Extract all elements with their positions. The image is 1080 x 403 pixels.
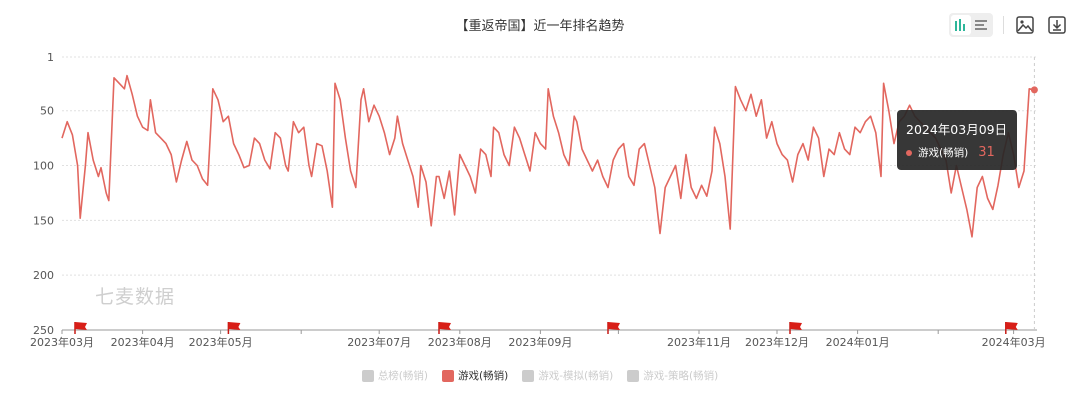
event-flags — [74, 322, 1018, 334]
legend-swatch — [627, 369, 640, 382]
watermark: 七麦数据 — [95, 286, 176, 308]
series-line-game-grossing — [61, 74, 1035, 238]
x-tick-label: 2023年07月 — [347, 335, 411, 349]
legend-label: 总榜(畅销) — [377, 370, 429, 382]
tooltip-row: 游戏(畅销) 31 — [906, 145, 1008, 160]
legend-label: 游戏-模拟(畅销) — [538, 370, 614, 382]
event-flag-icon — [789, 322, 802, 334]
y-tick-label: 200 — [33, 269, 54, 282]
flag-cloth — [228, 322, 241, 330]
x-tick-label: 2024年01月 — [826, 335, 890, 349]
chart-toolbar — [949, 13, 1068, 37]
chart-title: 【重返帝国】近一年排名趋势 — [455, 19, 625, 34]
x-tick-label: 2023年12月 — [745, 335, 809, 349]
view-switch — [949, 13, 993, 37]
event-flag-icon — [438, 322, 451, 334]
y-tick-label: 1 — [47, 51, 54, 64]
y-tick-label: 250 — [33, 324, 54, 337]
toolbar-divider — [1003, 16, 1004, 34]
tooltip-value: 31 — [978, 145, 995, 160]
event-flag-icon — [74, 322, 87, 334]
legend-label: 游戏-策略(畅销) — [643, 370, 719, 382]
y-tick-label: 100 — [33, 160, 54, 173]
event-flag-icon — [607, 322, 620, 334]
legend-label: 游戏(畅销) — [458, 370, 509, 382]
list-icon[interactable] — [971, 15, 991, 35]
y-tick-label: 50 — [40, 105, 54, 118]
event-flag-icon — [227, 322, 241, 334]
tooltip: 2024年03月09日 游戏(畅销) 31 — [897, 110, 1017, 170]
bar-chart-icon[interactable] — [951, 15, 971, 35]
download-icon[interactable] — [1046, 14, 1068, 36]
series-layer — [61, 74, 1038, 238]
flag-cloth — [439, 322, 451, 330]
x-axis: 2023年03月 2023年04月 2023年05月 2023年07月 2023年08月… — [30, 329, 1046, 349]
legend-item-game[interactable]: 游戏(畅销) — [442, 368, 508, 383]
legend-swatch — [361, 369, 374, 382]
flag-cloth — [1005, 322, 1018, 330]
legend-item-total[interactable]: 总榜(畅销) — [361, 368, 429, 383]
x-tick-label: 2023年09月 — [508, 335, 572, 349]
legend: 总榜(畅销) 游戏(畅销) 游戏-模拟(畅销) 游戏-策略(畅销) — [0, 368, 1080, 383]
x-tick-label: 2024年03月 — [982, 335, 1046, 349]
flag-cloth — [75, 322, 87, 330]
x-tick-label: 2023年03月 — [30, 335, 94, 349]
tooltip-date: 2024年03月09日 — [906, 122, 1008, 137]
legend-swatch — [522, 369, 535, 382]
legend-swatch — [442, 369, 455, 382]
x-tick-label: 2023年08月 — [428, 335, 492, 349]
x-tick-label: 2023年11月 — [667, 335, 731, 349]
tooltip-dot — [906, 149, 912, 156]
x-tick-label: 2023年05月 — [189, 335, 253, 349]
grid-layer — [62, 56, 1037, 276]
legend-item-strategy[interactable]: 游戏-策略(畅销) — [627, 368, 718, 383]
y-tick-label: 150 — [33, 214, 54, 227]
hover-point — [1030, 86, 1038, 94]
x-tick-label: 2023年04月 — [111, 335, 175, 349]
tooltip-series: 游戏(畅销) — [918, 147, 969, 159]
event-flag-icon — [1005, 322, 1018, 334]
legend-item-simulation[interactable]: 游戏-模拟(畅销) — [522, 368, 613, 383]
flag-cloth — [790, 322, 802, 330]
image-icon[interactable] — [1014, 14, 1036, 36]
flag-cloth — [608, 322, 620, 330]
